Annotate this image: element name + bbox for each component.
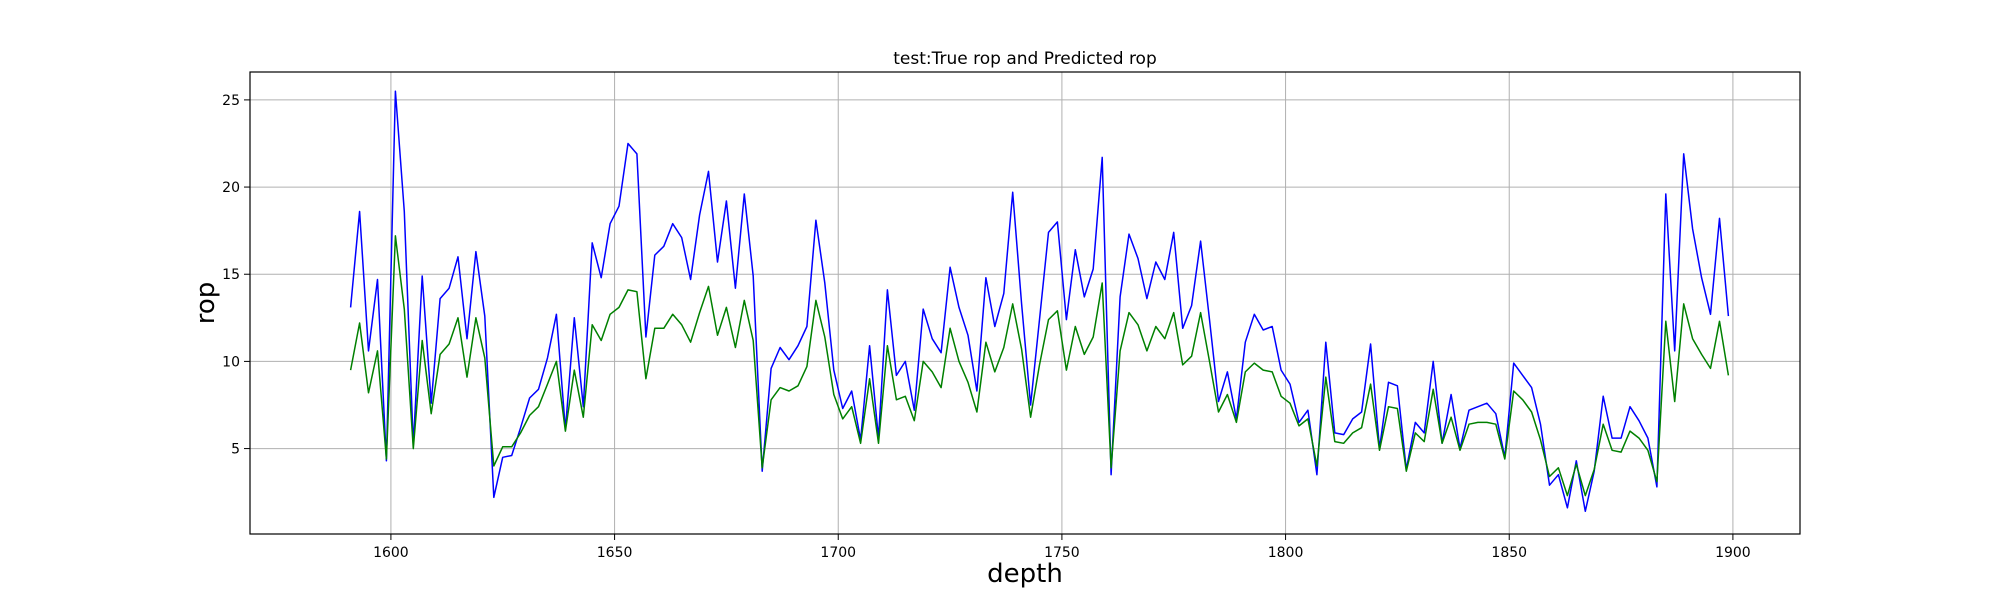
x-tick-label: 1600: [373, 545, 409, 561]
x-tick-label: 1900: [1715, 545, 1751, 561]
y-tick-label: 25: [222, 93, 240, 109]
x-axis-label: depth: [987, 559, 1063, 589]
series-line-1: [349, 90, 1730, 513]
x-tick-label: 1700: [820, 545, 856, 561]
x-tick-label: 1850: [1491, 545, 1527, 561]
axis-ticks: 1600 1650 1700 1750 1800 1850 1900 5 10 15 20 25: [222, 93, 1751, 561]
x-tick-label: 1650: [597, 545, 633, 561]
y-tick-label: 5: [231, 442, 240, 458]
plot-frame: [249, 71, 1801, 535]
y-tick-label: 10: [222, 354, 240, 370]
series-lines: [349, 90, 1730, 513]
y-tick-label: 15: [222, 267, 240, 283]
chart-title: test:True rop and Predicted rop: [893, 49, 1157, 69]
series-line-2: [349, 235, 1730, 497]
x-tick-label: 1750: [1044, 545, 1080, 561]
x-tick-label: 1800: [1268, 545, 1304, 561]
y-axis-label: rop: [191, 282, 221, 325]
grid-lines: [250, 72, 1800, 534]
y-tick-label: 20: [222, 180, 240, 196]
